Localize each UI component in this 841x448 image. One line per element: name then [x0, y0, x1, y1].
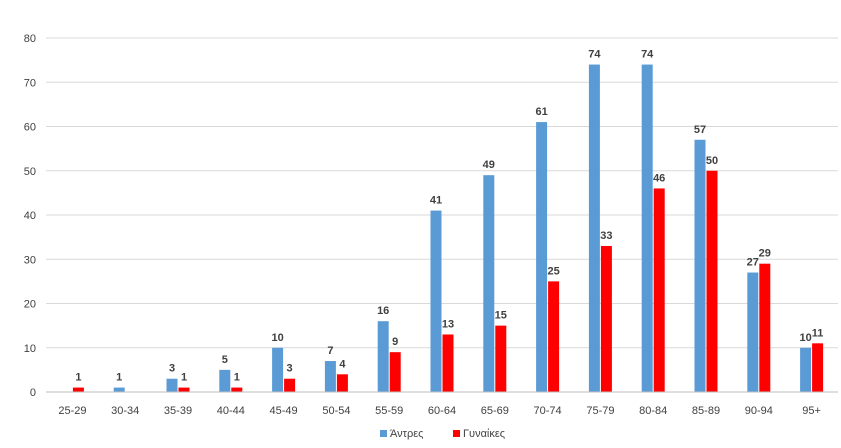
bar-men: [166, 378, 178, 392]
y-tick-label: 0: [30, 387, 36, 399]
bar-men: [113, 387, 125, 392]
y-tick-label: 30: [24, 254, 36, 266]
legend: Άντρες Γυναίκες: [380, 428, 505, 440]
data-labels: 1 131511037416941134915612574337446575027…: [75, 49, 823, 384]
x-tick-label: 85-89: [692, 405, 720, 417]
data-label: 1: [116, 372, 122, 384]
data-label: 4: [339, 358, 346, 370]
data-label: 74: [641, 49, 654, 61]
data-label: 25: [547, 265, 559, 277]
data-label: 10: [799, 332, 811, 344]
data-label: 41: [430, 195, 442, 207]
legend-label: Γυναίκες: [463, 428, 505, 440]
data-label: 49: [483, 159, 495, 171]
bar-women: [336, 374, 348, 392]
x-tick-label: 35-39: [164, 405, 192, 417]
bar-women: [759, 263, 771, 392]
x-tick-label: 60-64: [428, 405, 456, 417]
bar-women: [600, 245, 612, 392]
x-tick-label: 50-54: [322, 405, 350, 417]
x-tick-label: 80-84: [639, 405, 667, 417]
data-label: 3: [287, 363, 293, 375]
gridlines: [46, 37, 838, 349]
data-label: 5: [222, 354, 228, 366]
y-tick-label: 10: [24, 343, 36, 355]
bar-women: [812, 343, 824, 392]
x-tick-label: 40-44: [217, 405, 245, 417]
data-label: 11: [812, 327, 824, 339]
bar-women: [442, 334, 454, 392]
data-label: 10: [271, 332, 283, 344]
x-tick-label: 75-79: [586, 405, 614, 417]
bar-men: [377, 321, 389, 392]
data-label: 13: [442, 318, 454, 330]
x-axis-ticks: 25-29 30-34 35-39 40-44 45-49 50-54 55-59 60-64…: [58, 405, 821, 417]
y-tick-label: 40: [24, 210, 36, 222]
x-tick-label: 65-69: [481, 405, 509, 417]
x-tick-label: 90-94: [745, 405, 773, 417]
bar-men: [272, 347, 284, 392]
y-tick-label: 60: [24, 122, 36, 134]
x-tick-label: 70-74: [534, 405, 562, 417]
y-axis-ticks: 0 10 20 30 40 50 60 70 80: [24, 33, 36, 399]
bar-women: [495, 325, 507, 392]
data-label: 3: [169, 363, 175, 375]
x-tick-label: 30-34: [111, 405, 139, 417]
data-label: 1: [234, 372, 240, 384]
bar-women: [548, 281, 560, 392]
bar-men: [747, 272, 759, 392]
legend-swatch: [453, 430, 460, 437]
y-tick-label: 70: [24, 77, 36, 89]
y-tick-label: 20: [24, 299, 36, 311]
y-tick-label: 50: [24, 166, 36, 178]
data-label: 61: [535, 106, 547, 118]
data-label: 50: [706, 155, 718, 167]
bar-men: [641, 64, 653, 393]
bar-men: [483, 175, 495, 392]
data-label: 33: [600, 230, 612, 242]
data-label: 16: [377, 305, 389, 317]
x-tick-label: 45-49: [270, 405, 298, 417]
bar-women: [389, 352, 401, 392]
bar-women: [653, 188, 665, 392]
bar-men: [800, 347, 812, 392]
bar-women: [231, 387, 243, 392]
x-tick-label: 25-29: [58, 405, 86, 417]
data-label: 74: [588, 49, 601, 61]
bar-men: [536, 122, 548, 392]
data-label: 29: [759, 248, 771, 260]
bar-women: [284, 378, 296, 392]
y-tick-label: 80: [24, 33, 36, 45]
data-label: 9: [392, 336, 398, 348]
legend-swatch: [380, 430, 387, 437]
data-label: 57: [694, 124, 706, 136]
x-tick-label: 55-59: [375, 405, 403, 417]
bar-men: [694, 139, 706, 392]
bar-men: [324, 361, 336, 392]
data-label: 1: [75, 372, 81, 384]
data-label: 7: [327, 345, 333, 357]
bar-women: [178, 387, 190, 392]
data-label: 15: [495, 310, 507, 322]
bar-men: [588, 64, 600, 393]
bar-women: [706, 170, 718, 392]
bar-women: [72, 387, 84, 392]
x-tick-label: 95+: [802, 405, 821, 417]
data-label: 27: [747, 257, 759, 269]
legend-label: Άντρες: [390, 428, 423, 440]
data-label: 46: [653, 172, 665, 184]
bar-men: [430, 210, 442, 392]
bar-men: [219, 369, 231, 392]
bars: [72, 64, 824, 393]
data-label: 1: [181, 372, 187, 384]
